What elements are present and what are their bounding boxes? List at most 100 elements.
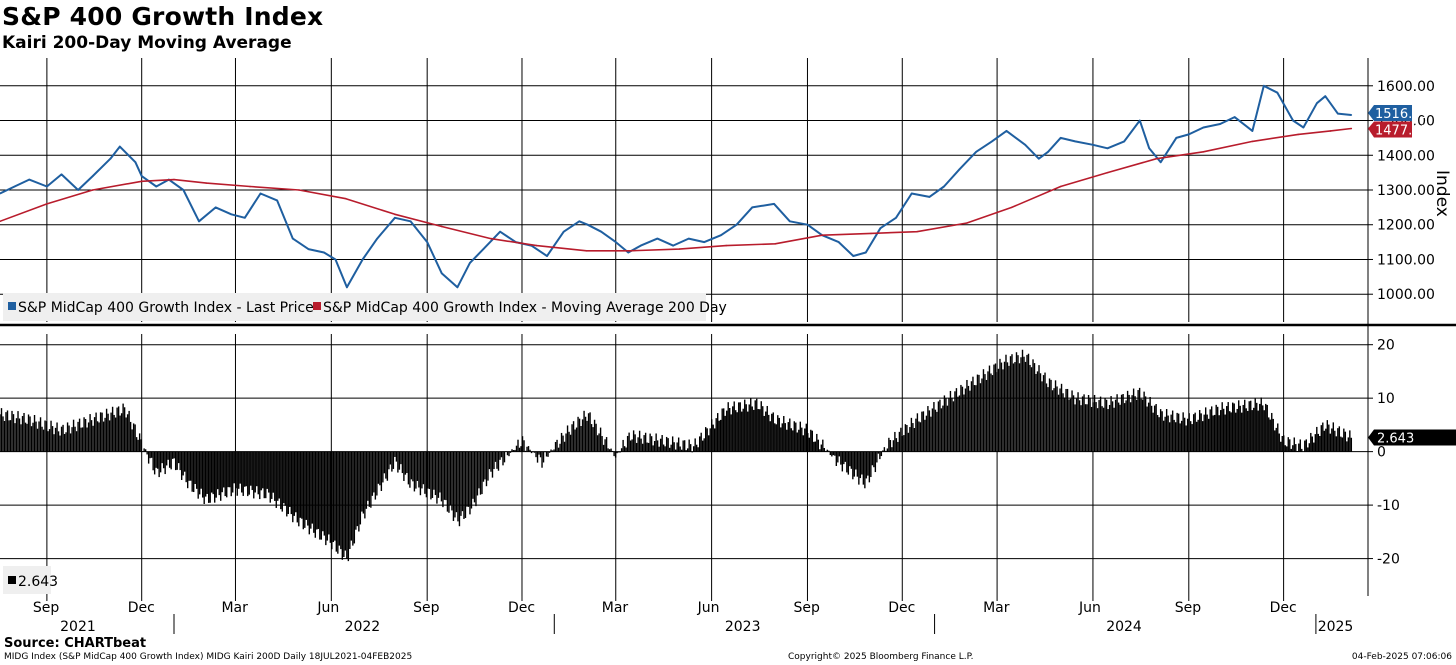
price-point (958, 168, 961, 170)
price-point (703, 241, 706, 243)
ma-point (725, 244, 727, 247)
ma-point (774, 243, 776, 245)
price-point (1106, 147, 1109, 150)
x-tick-label-month: Mar (221, 600, 248, 616)
price-point (614, 241, 617, 243)
ma-point (1010, 206, 1013, 209)
price-point (720, 234, 722, 236)
kairi-legend-label: 2.643 (18, 574, 58, 590)
price-point (323, 251, 325, 254)
price-point (751, 206, 754, 209)
price-point (77, 189, 79, 191)
price-point (1148, 147, 1151, 150)
legend-box (3, 293, 706, 321)
ma-point (1106, 171, 1109, 174)
price-point (469, 262, 471, 264)
price-point (440, 272, 443, 275)
price-point (28, 178, 30, 181)
price-point (1324, 95, 1327, 98)
footer-ticker-info: MIDG Index (S&P MidCap 400 Growth Index)… (4, 652, 413, 662)
x-tick-label-month: Mar (983, 600, 1010, 616)
price-point (910, 192, 913, 195)
price-point (361, 258, 364, 261)
ma-point (1202, 150, 1205, 153)
price-point (1175, 137, 1178, 139)
ma-point (394, 213, 396, 216)
price-point (214, 206, 217, 209)
price-point (600, 230, 602, 233)
ma-point (298, 189, 300, 191)
price-point (1276, 91, 1279, 94)
price-point (975, 150, 978, 153)
price-point (1123, 140, 1125, 143)
price-point (837, 241, 840, 243)
price-point (1251, 130, 1254, 132)
price-point (1047, 150, 1049, 153)
price-point (991, 140, 993, 143)
legend-swatch-price (8, 302, 16, 310)
y-tick-label: 1100.00 (1377, 252, 1435, 268)
ma-point (140, 180, 143, 183)
x-tick-label-year: 2021 (60, 619, 96, 635)
ma-point (535, 244, 538, 247)
price-point (1037, 157, 1040, 160)
price-line (0, 84, 1352, 289)
price-point (1302, 126, 1305, 129)
price-point (182, 189, 185, 191)
x-tick-label-month: Sep (33, 600, 60, 616)
price-point (244, 216, 246, 219)
price-point (1159, 161, 1162, 164)
price-point (656, 237, 659, 240)
price-point (1139, 119, 1141, 122)
kairi-legend-swatch (8, 576, 16, 584)
price-point (627, 251, 630, 254)
x-tick-label-month: Dec (1270, 600, 1297, 616)
x-tick-label-month: Sep (1175, 600, 1202, 616)
price-point (426, 241, 428, 243)
chart-title: S&P 400 Growth Index (2, 2, 324, 31)
source-label: Source: CHARTbeat (4, 636, 147, 651)
price-point (546, 255, 548, 257)
y-tick-label: 1200.00 (1377, 218, 1435, 234)
price-point (376, 237, 378, 240)
price-point (259, 192, 262, 195)
price-point (482, 248, 485, 250)
footer-copyright: Copyright© 2025 Bloomberg Finance L.P. (788, 652, 974, 662)
price-point (140, 175, 143, 177)
x-tick-label-month: Sep (793, 600, 820, 616)
ma-point (489, 237, 492, 240)
x-tick-label-month: Dec (128, 600, 155, 616)
ma-point (870, 232, 872, 235)
ma-point (205, 182, 208, 184)
price-point (394, 216, 396, 219)
ma-point (585, 249, 588, 252)
legend-swatch-ma (313, 302, 321, 310)
y-tick-label: 1300.00 (1377, 183, 1435, 199)
ma-point (91, 189, 94, 191)
price-point (788, 220, 791, 223)
price-point (119, 145, 121, 148)
last-price-tag (1368, 104, 1412, 121)
price-point (687, 237, 690, 240)
y-tick-label: 0 (1377, 445, 1386, 461)
ma-point (46, 203, 48, 205)
x-tick-label-year: 2024 (1106, 619, 1142, 635)
last-ma-label: 1477.01 (1375, 124, 1429, 139)
price-point (0, 192, 1, 195)
price-point (1005, 130, 1008, 132)
price-point (943, 185, 945, 188)
legend-label-ma: S&P MidCap 400 Growth Index - Moving Ave… (323, 300, 727, 316)
ma-point (0, 220, 1, 223)
price-point (134, 161, 137, 164)
x-tick-label-year: 2025 (1318, 619, 1354, 635)
x-tick-label-month: Dec (888, 600, 915, 616)
x-tick-label-month: Jun (1078, 600, 1101, 616)
ma-point (916, 230, 918, 233)
price-point (1059, 137, 1062, 139)
price-point (13, 185, 16, 188)
y-tick-label: -10 (1377, 498, 1400, 514)
price-point (1263, 84, 1265, 87)
last-ma-tag (1368, 121, 1412, 138)
price-point (1074, 140, 1077, 143)
